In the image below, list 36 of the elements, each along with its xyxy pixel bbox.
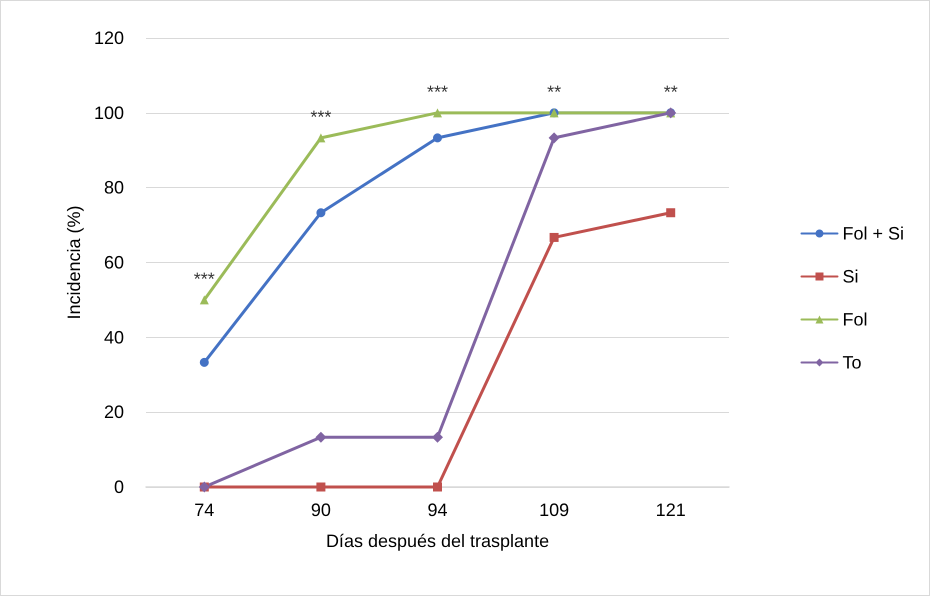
annotation: **	[664, 82, 678, 102]
annotation: **	[547, 82, 562, 102]
point	[548, 132, 560, 144]
y-axis-title: Incidencia (%)	[64, 205, 84, 320]
legend-label: Si	[842, 266, 858, 286]
point	[316, 133, 326, 142]
point	[550, 232, 559, 242]
legend-label: Fol + Si	[842, 224, 904, 244]
x-axis-title: Días después del trasplante	[326, 531, 550, 551]
point	[433, 108, 442, 118]
point	[200, 358, 209, 367]
point	[315, 432, 326, 443]
point	[316, 208, 326, 218]
x-tick-label: 94	[427, 500, 448, 520]
point	[433, 133, 442, 142]
y-tick-label: 0	[114, 477, 124, 497]
legend-label: To	[842, 352, 862, 372]
y-tick-label: 120	[94, 28, 124, 48]
point	[433, 482, 442, 492]
x-tick-label: 90	[310, 500, 331, 520]
point	[200, 295, 209, 304]
x-tick-label: 121	[656, 500, 686, 520]
y-tick-label: 20	[104, 402, 124, 422]
legend-label: Fol	[842, 310, 868, 330]
y-tick-label: 60	[104, 252, 124, 272]
annotation: ***	[194, 268, 215, 289]
y-tick-label: 80	[104, 178, 124, 198]
point	[432, 432, 443, 443]
annotation: ***	[426, 82, 448, 102]
x-tick-label: 74	[194, 500, 214, 520]
point	[316, 482, 326, 492]
x-tick-label: 109	[539, 500, 570, 520]
y-tick-label: 40	[104, 327, 124, 348]
point	[666, 208, 676, 218]
annotation: ***	[310, 106, 332, 127]
y-tick-label: 100	[94, 102, 124, 123]
